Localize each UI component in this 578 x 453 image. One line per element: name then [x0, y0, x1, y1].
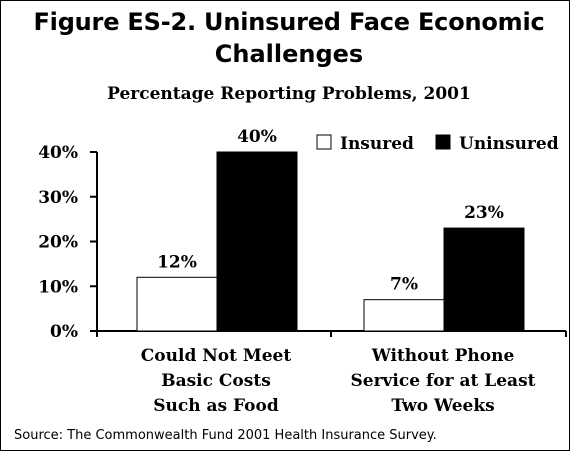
category-label: Two Weeks — [391, 396, 494, 416]
category-label: Such as Food — [153, 396, 279, 416]
data-label-uninsured: 23% — [464, 203, 504, 223]
category-label: Service for at Least — [351, 371, 536, 391]
legend-label-insured: Insured — [340, 134, 414, 154]
source-note: Source: The Commonwealth Fund 2001 Healt… — [14, 428, 437, 443]
chart-subtitle: Percentage Reporting Problems, 2001 — [107, 84, 471, 104]
chart-title-line-1: Figure ES-2. Uninsured Face Economic — [33, 8, 545, 36]
legend-swatch-insured — [316, 134, 332, 150]
y-tick-label: 0% — [50, 322, 78, 342]
y-tick-label: 10% — [38, 277, 78, 297]
data-label-uninsured: 40% — [237, 127, 277, 147]
y-tick-label: 40% — [38, 143, 78, 163]
legend-swatch-uninsured — [435, 134, 451, 150]
bar-uninsured — [443, 227, 525, 332]
bar-insured — [136, 276, 218, 332]
category-label: Basic Costs — [161, 371, 271, 391]
category-label: Could Not Meet — [141, 346, 292, 366]
legend-label-uninsured: Uninsured — [459, 134, 559, 154]
bar-uninsured — [216, 151, 298, 332]
data-label-insured: 12% — [157, 252, 197, 272]
category-label: Without Phone — [371, 346, 515, 366]
chart-title-line-2: Challenges — [214, 40, 364, 68]
data-label-insured: 7% — [390, 275, 418, 295]
bar-insured — [363, 299, 445, 332]
y-tick-label: 20% — [38, 233, 78, 253]
y-tick-label: 30% — [38, 188, 78, 208]
